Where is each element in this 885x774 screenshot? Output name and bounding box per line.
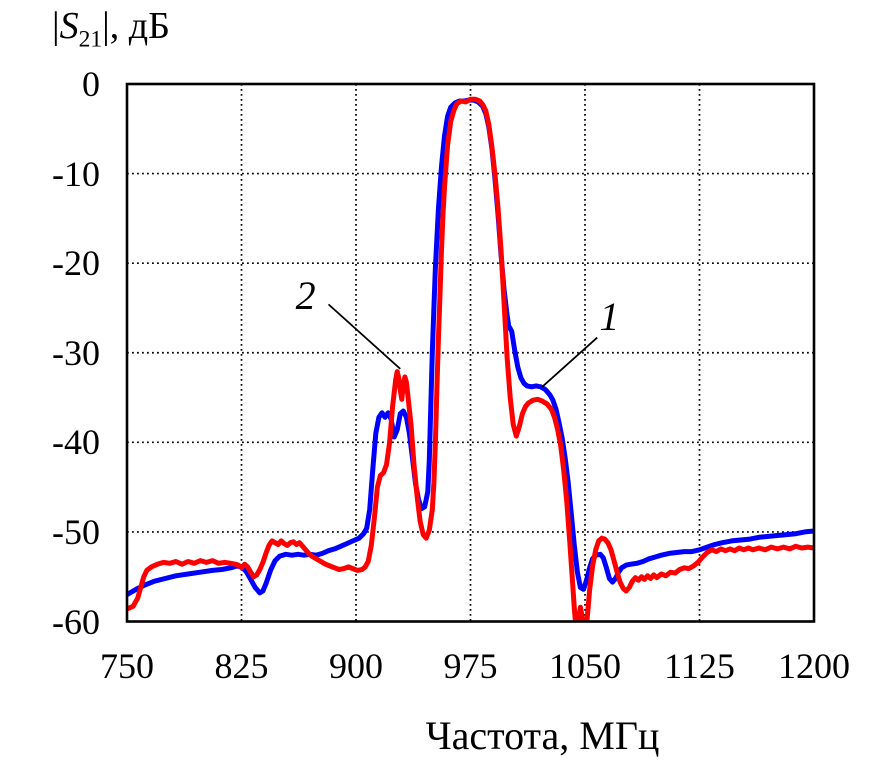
x-tick-label: 975 [443, 646, 498, 686]
y-tick-label: -30 [52, 332, 100, 373]
curve-label-2: 2 [295, 273, 316, 319]
x-tick-label: 1200 [778, 646, 850, 686]
x-axis-title: Частота, МГц [425, 713, 660, 758]
leader-line-curve-1 [541, 336, 598, 388]
y-axis-title: |S21|, дБ [52, 5, 170, 51]
plot-frame [125, 82, 816, 623]
y-axis-title-units: |, дБ [102, 5, 170, 47]
x-tick-label: 825 [214, 646, 269, 686]
y-tick-label: 0 [82, 64, 100, 104]
s-parameter-symbol: S [59, 5, 79, 47]
y-tick-label: -10 [52, 153, 100, 194]
x-tick-label: 1125 [664, 646, 735, 686]
y-tick-label: -40 [52, 422, 100, 463]
y-axis-title-bar: | [52, 5, 60, 47]
leader-line-curve-2 [327, 303, 401, 370]
x-tick-label: 750 [100, 646, 154, 686]
y-tick-label: -20 [52, 243, 100, 284]
y-tick-label: -50 [52, 511, 100, 552]
s-parameter-subscript: 21 [78, 26, 103, 53]
curve-2 [127, 96, 814, 622]
curve-label-1: 1 [599, 293, 620, 339]
x-tick-label: 900 [329, 646, 383, 686]
x-tick-label: 1050 [549, 646, 621, 686]
y-tick-label: -60 [52, 601, 100, 642]
